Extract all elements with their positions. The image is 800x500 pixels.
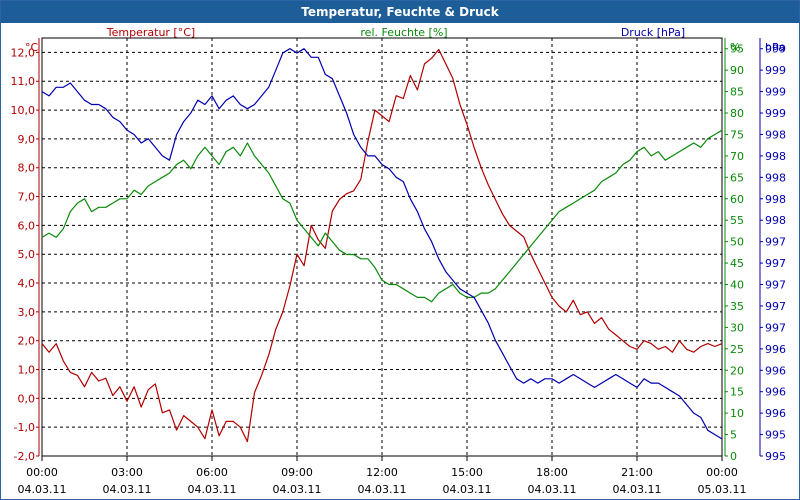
humidity-tick-label: 40 bbox=[730, 279, 744, 292]
x-tick-date: 04.03.11 bbox=[358, 483, 407, 496]
humidity-tick-label: 15 bbox=[730, 386, 744, 399]
pressure-tick-label: 998 bbox=[765, 171, 786, 184]
x-tick-date: 04.03.11 bbox=[273, 483, 322, 496]
humidity-tick-label: 70 bbox=[730, 150, 744, 163]
humidity-tick-label: 75 bbox=[730, 128, 744, 141]
humidity-unit-label: % bbox=[730, 41, 740, 54]
x-tick-time: 09:00 bbox=[281, 466, 313, 479]
x-tick-time: 15:00 bbox=[451, 466, 483, 479]
humidity-tick-label: 10 bbox=[730, 407, 744, 420]
pressure-tick-label: 997 bbox=[765, 236, 786, 249]
pressure-tick-label: 998 bbox=[765, 128, 786, 141]
series-line-rel-feuchte bbox=[41, 129, 723, 303]
temp-tick-label: 6,0 bbox=[18, 219, 36, 232]
x-tick-date: 05.03.11 bbox=[698, 483, 747, 496]
pressure-tick-label: 998 bbox=[765, 150, 786, 163]
x-tick-time: 00:00 bbox=[706, 466, 738, 479]
pressure-unit-label: hPa bbox=[765, 41, 785, 54]
pressure-tick-label: 998 bbox=[765, 193, 786, 206]
x-tick-date: 04.03.11 bbox=[103, 483, 152, 496]
x-tick-date: 04.03.11 bbox=[18, 483, 67, 496]
temp-tick-label: -1,0 bbox=[14, 421, 35, 434]
humidity-tick-label: 25 bbox=[730, 343, 744, 356]
temp-tick-label: -2,0 bbox=[14, 450, 35, 463]
humidity-tick-label: 80 bbox=[730, 107, 744, 120]
x-tick-date: 04.03.11 bbox=[613, 483, 662, 496]
x-tick-time: 00:00 bbox=[26, 466, 58, 479]
humidity-tick-label: 5 bbox=[730, 429, 737, 442]
humidity-tick-label: 95 bbox=[730, 43, 744, 56]
x-tick-time: 03:00 bbox=[111, 466, 143, 479]
pressure-tick-label: 998 bbox=[765, 214, 786, 227]
legend-temperature: Temperatur [°C] bbox=[106, 26, 195, 39]
pressure-tick-label: 996 bbox=[765, 407, 786, 420]
series-line-druck bbox=[41, 48, 723, 440]
pressure-tick-label: 999 bbox=[765, 107, 786, 120]
humidity-tick-label: 55 bbox=[730, 214, 744, 227]
pressure-tick-label: 997 bbox=[765, 321, 786, 334]
temp-tick-label: 10,0 bbox=[11, 104, 36, 117]
pressure-tick-label: 996 bbox=[765, 386, 786, 399]
x-tick-time: 18:00 bbox=[536, 466, 568, 479]
temp-unit-label: °C bbox=[25, 41, 39, 54]
humidity-tick-label: 50 bbox=[730, 236, 744, 249]
temp-tick-label: 1,0 bbox=[18, 364, 36, 377]
x-tick-date: 04.03.11 bbox=[528, 483, 577, 496]
pressure-tick-label: 997 bbox=[765, 257, 786, 270]
pressure-tick-label: 999 bbox=[765, 64, 786, 77]
pressure-tick-label: 999 bbox=[765, 43, 786, 56]
humidity-tick-label: 45 bbox=[730, 257, 744, 270]
pressure-tick-label: 995 bbox=[765, 429, 786, 442]
chart-title: Temperatur, Feuchte & Druck bbox=[1, 1, 799, 23]
temp-tick-label: 11,0 bbox=[11, 75, 36, 88]
pressure-tick-label: 997 bbox=[765, 279, 786, 292]
legend-humidity: rel. Feuchte [%] bbox=[360, 26, 447, 39]
temp-tick-label: 0,0 bbox=[18, 392, 36, 405]
x-tick-time: 06:00 bbox=[196, 466, 228, 479]
x-tick-time: 21:00 bbox=[621, 466, 653, 479]
pressure-tick-label: 996 bbox=[765, 364, 786, 377]
temp-tick-label: 3,0 bbox=[18, 306, 36, 319]
temp-tick-label: 2,0 bbox=[18, 335, 36, 348]
humidity-tick-label: 35 bbox=[730, 300, 744, 313]
humidity-tick-label: 0 bbox=[730, 450, 737, 463]
pressure-tick-label: 997 bbox=[765, 300, 786, 313]
humidity-tick-label: 90 bbox=[730, 64, 744, 77]
series-line-temperatur bbox=[41, 48, 723, 443]
x-tick-date: 04.03.11 bbox=[443, 483, 492, 496]
legend-pressure: Druck [hPa] bbox=[621, 26, 685, 39]
temp-tick-label: 5,0 bbox=[18, 248, 36, 261]
humidity-tick-label: 65 bbox=[730, 171, 744, 184]
temp-tick-label: 8,0 bbox=[18, 162, 36, 175]
pressure-tick-label: 996 bbox=[765, 343, 786, 356]
pressure-tick-label: 995 bbox=[765, 450, 786, 463]
humidity-tick-label: 60 bbox=[730, 193, 744, 206]
humidity-tick-label: 20 bbox=[730, 364, 744, 377]
temp-tick-label: 9,0 bbox=[18, 133, 36, 146]
humidity-tick-label: 85 bbox=[730, 86, 744, 99]
temp-tick-label: 4,0 bbox=[18, 277, 36, 290]
x-tick-date: 04.03.11 bbox=[188, 483, 237, 496]
humidity-tick-label: 30 bbox=[730, 321, 744, 334]
x-tick-time: 12:00 bbox=[366, 466, 398, 479]
temp-tick-label: 7,0 bbox=[18, 191, 36, 204]
temp-tick-label: 12,0 bbox=[11, 46, 36, 59]
pressure-tick-label: 999 bbox=[765, 86, 786, 99]
